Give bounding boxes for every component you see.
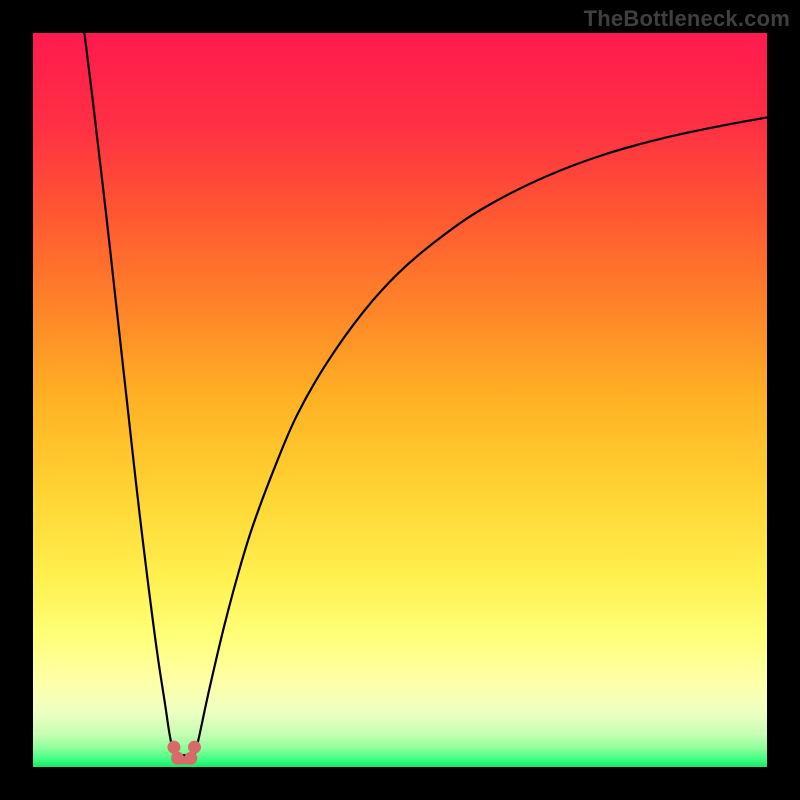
attribution-label: TheBottleneck.com [584, 6, 790, 32]
bottleneck-chart [33, 33, 767, 767]
outer-frame: TheBottleneck.com [0, 0, 800, 800]
valley-dot [167, 741, 180, 754]
chart-svg [33, 33, 767, 767]
valley-dot [171, 752, 184, 765]
gradient-background [33, 33, 767, 767]
valley-dot [184, 752, 197, 765]
valley-dot [188, 741, 201, 754]
